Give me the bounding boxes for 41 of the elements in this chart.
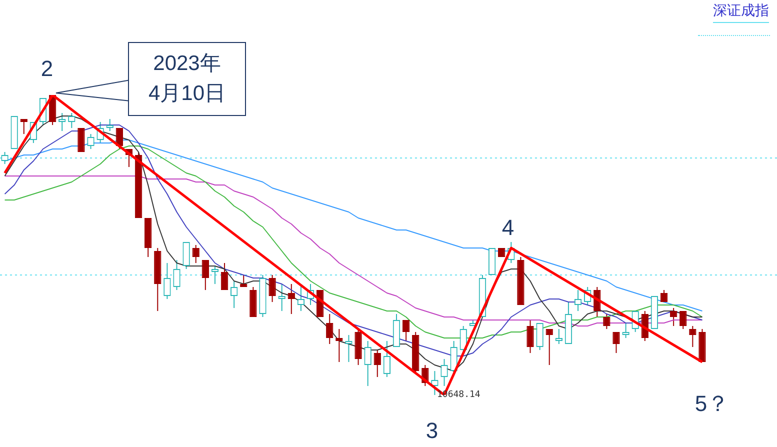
candlestick [402, 320, 410, 342]
candlestick [612, 332, 620, 354]
candlestick [78, 128, 85, 152]
candlestick [383, 340, 391, 378]
candlestick [211, 266, 219, 284]
candlestick [536, 322, 544, 350]
candlestick [58, 112, 66, 132]
annotation: 10648.14 [437, 390, 480, 400]
candlestick [574, 290, 582, 312]
candlestick [220, 262, 228, 290]
text: 2 [40, 56, 54, 81]
candlestick [440, 358, 448, 386]
text: 深证成指 [713, 2, 769, 23]
annotation: 2023年 4月10日 [147, 51, 227, 107]
candlestick [689, 326, 696, 348]
candlestick [268, 274, 276, 302]
candlestick [555, 328, 562, 344]
candlestick [288, 284, 295, 314]
annotation: 4 [502, 215, 514, 240]
candlestick [202, 260, 209, 290]
candlestick [622, 322, 630, 338]
candlestick [364, 340, 372, 386]
candlestick [297, 284, 305, 312]
candlestick [326, 314, 334, 344]
candlestick [526, 320, 534, 354]
candlestick [670, 308, 678, 326]
candlestick [680, 310, 687, 330]
candlestick [278, 284, 286, 312]
candlestick [546, 328, 553, 366]
candlestick [345, 334, 352, 362]
candlestick [173, 260, 180, 290]
candlestick [336, 328, 343, 362]
candlestick [164, 262, 171, 300]
candlestick [431, 370, 438, 396]
candlestick [374, 350, 381, 378]
candlestick [182, 242, 190, 270]
annotation: 5？ [694, 391, 730, 416]
text: 3 [426, 418, 438, 443]
candlestick [116, 128, 124, 150]
candlestick [106, 118, 114, 132]
candlestick [20, 118, 28, 134]
